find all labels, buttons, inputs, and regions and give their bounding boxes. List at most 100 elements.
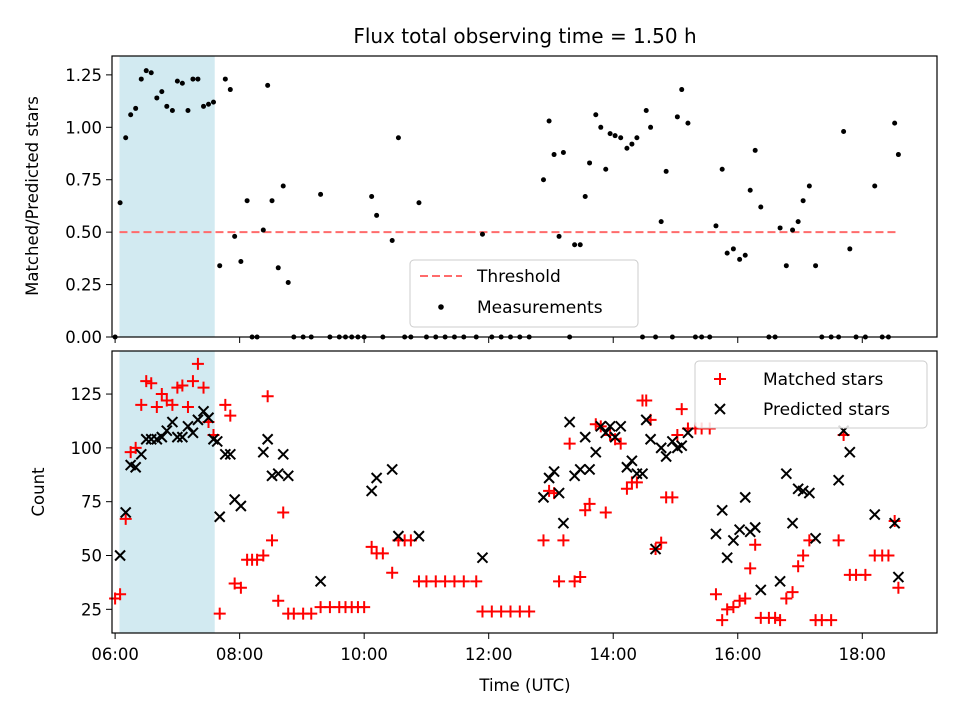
measurement-point — [159, 89, 165, 95]
y-tick-label: 50 — [81, 547, 102, 566]
matched-star-point — [376, 547, 389, 560]
predicted-star-point — [135, 448, 147, 461]
bottom-y-axis-label: Count — [29, 467, 48, 517]
measurement-point — [275, 265, 281, 271]
matched-star-point — [191, 357, 204, 370]
measurement-point — [389, 238, 395, 244]
measurement-point — [260, 227, 266, 233]
matched-star-point — [859, 568, 872, 581]
measurement-point — [369, 194, 375, 199]
predicted-star-point — [682, 427, 694, 439]
measurement-point — [658, 219, 664, 225]
x-axis-label: Time (UTC) — [478, 676, 570, 695]
x-tick-label: 06:00 — [91, 645, 139, 664]
measurement-point — [634, 135, 640, 141]
matched-star-point — [224, 409, 237, 422]
predicted-star-point — [636, 467, 649, 480]
predicted-star-point — [182, 420, 194, 433]
predicted-star-point — [755, 584, 767, 596]
matched-star-point — [792, 560, 805, 573]
measurement-point — [280, 183, 286, 189]
top-y-ticks: 0.00 0.25 0.50 0.75 1.00 1.25 — [65, 66, 112, 347]
measurement-point — [593, 112, 599, 118]
predicted-star-point — [716, 504, 728, 517]
measurement-point — [128, 112, 134, 118]
x-tick-label: 08:00 — [216, 645, 264, 664]
measurement-point — [587, 160, 593, 166]
matched-star-point — [266, 534, 279, 547]
predicted-star-point — [266, 470, 278, 482]
matched-star-point — [744, 562, 757, 575]
predicted-star-point — [548, 465, 560, 478]
predicted-star-point — [282, 470, 294, 482]
predicted-star-point — [579, 431, 591, 443]
measurement-point — [618, 135, 624, 141]
predicted-star-point — [140, 433, 152, 445]
measurements-layer — [112, 68, 901, 340]
measurement-point — [577, 242, 583, 248]
predicted-star-point — [621, 461, 633, 473]
matched-star-point — [727, 601, 740, 614]
measurement-point — [806, 183, 812, 189]
predicted-star-point — [161, 424, 173, 437]
measurement-point — [117, 200, 123, 206]
matched-star-point — [666, 491, 679, 504]
measurement-point — [663, 168, 669, 174]
matched-star-point — [181, 400, 194, 413]
legend-label-measurements: Measurements — [477, 298, 603, 318]
matched-star-point — [892, 581, 905, 594]
matched-star-point — [150, 400, 163, 413]
predicted-star-point — [609, 431, 621, 443]
matched-star-point — [537, 534, 550, 547]
predicted-star-point — [261, 433, 274, 445]
measurement-point — [713, 223, 719, 229]
measurement-point — [416, 200, 422, 206]
predicted-star-point — [166, 416, 179, 428]
top-plot-frame — [111, 55, 938, 338]
measurement-point — [629, 141, 635, 147]
measurement-point — [795, 219, 801, 225]
top-x-ticks — [114, 337, 863, 343]
matched-star-point — [305, 607, 318, 620]
measurement-point — [244, 198, 250, 204]
matched-star-point — [155, 388, 168, 401]
matched-star-point — [228, 577, 241, 590]
predicted-star-point — [780, 467, 793, 480]
measurement-point — [847, 246, 853, 252]
measurement-point — [232, 233, 238, 239]
matched-star-point — [457, 575, 470, 588]
measurement-point — [123, 135, 129, 141]
predicted-star-point — [832, 474, 845, 486]
measurement-point — [318, 191, 324, 197]
measurement-point — [174, 78, 180, 84]
bottom-legend: Matched stars Predicted stars — [694, 360, 928, 429]
matched-star-point — [749, 538, 762, 551]
measurement-point — [872, 183, 878, 189]
predicted-star-point — [844, 446, 856, 458]
matched-star-point — [365, 540, 378, 553]
matched-star-point — [272, 594, 285, 607]
top-panel: 0.00 0.25 0.50 0.75 1.00 1.25 Matched/Predict… — [23, 55, 938, 347]
y-tick-label: 0.00 — [65, 328, 102, 347]
top-y-axis-label: Matched/Predicted stars — [23, 96, 42, 296]
measurement-point — [742, 252, 748, 258]
measurement-point — [895, 152, 901, 158]
predicted-star-point — [733, 523, 746, 536]
matched-star-point — [574, 571, 587, 584]
predicted-star-point — [660, 450, 672, 463]
measurement-point — [540, 177, 546, 183]
predicted-stars-layer — [114, 405, 905, 596]
predicted-star-point — [176, 431, 189, 443]
predicted-star-point — [192, 414, 204, 426]
matched-star-point — [786, 586, 799, 599]
y-tick-label: 1.25 — [65, 66, 102, 85]
y-tick-label: 0.50 — [65, 223, 102, 242]
predicted-star-point — [557, 517, 570, 529]
matched-star-point — [780, 592, 793, 605]
predicted-star-point — [370, 472, 383, 484]
matched-star-point — [599, 506, 612, 519]
matched-star-point — [709, 588, 722, 601]
measurement-point — [285, 279, 291, 285]
matched-star-point — [832, 534, 845, 547]
top-legend-box — [409, 259, 639, 328]
